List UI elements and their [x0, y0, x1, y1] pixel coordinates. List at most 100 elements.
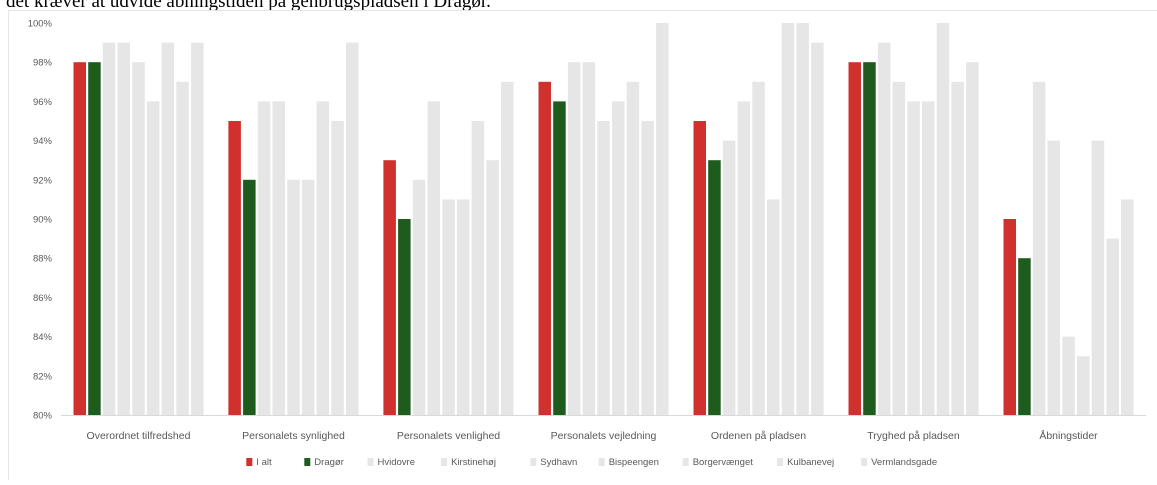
- legend-label: I alt: [256, 457, 272, 468]
- bar: [471, 121, 485, 415]
- y-tick-label: 96%: [33, 97, 53, 108]
- legend-label: Bispeengen: [609, 457, 659, 468]
- bar: [922, 101, 935, 416]
- legend-swatch: [530, 458, 537, 466]
- bar: [161, 42, 175, 415]
- y-tick-label: 80%: [33, 411, 53, 422]
- bar: [243, 179, 256, 415]
- bar: [501, 81, 514, 416]
- bar: [1032, 81, 1046, 416]
- bar: [612, 101, 625, 416]
- bar: [1047, 140, 1060, 415]
- bar: [228, 121, 241, 415]
- bar: [442, 199, 455, 415]
- bar: [272, 101, 285, 416]
- x-tick-label: Tryghed på pladsen: [867, 430, 960, 442]
- bar: [1121, 199, 1134, 415]
- y-tick-label: 92%: [33, 175, 53, 186]
- bar: [88, 62, 101, 415]
- bar: [936, 23, 950, 415]
- legend-swatch: [367, 458, 374, 466]
- bar: [132, 62, 145, 415]
- legend-swatch: [441, 458, 448, 466]
- legend-swatch: [777, 458, 784, 466]
- legend-label: Borgervænget: [693, 457, 754, 468]
- bar: [907, 101, 920, 416]
- bar: [383, 160, 396, 415]
- bar: [73, 62, 86, 415]
- legend-label: Kirstinehøj: [451, 457, 496, 468]
- y-tick-label: 88%: [33, 254, 53, 265]
- bar: [796, 23, 809, 415]
- y-tick-label: 90%: [33, 215, 53, 226]
- legend-label: Vermlandsgade: [871, 457, 937, 468]
- legend-swatch: [598, 458, 605, 466]
- y-tick-label: 86%: [33, 293, 53, 304]
- x-tick-label: Overordnet tilfredshed: [87, 430, 191, 442]
- bar: [781, 23, 795, 415]
- bar: [892, 81, 906, 416]
- bar: [1091, 140, 1105, 415]
- bar: [737, 101, 751, 416]
- bar: [456, 199, 470, 415]
- bar: [708, 160, 721, 415]
- bar: [1106, 238, 1119, 415]
- bar: [863, 62, 876, 415]
- bar: [427, 101, 440, 416]
- bar: [117, 42, 130, 415]
- bar: [1003, 219, 1016, 415]
- bar: [486, 160, 499, 415]
- legend-label: Hvidovre: [378, 457, 416, 468]
- bar: [752, 81, 765, 416]
- bar: [848, 62, 861, 415]
- bar: [966, 62, 979, 415]
- x-tick-label: Personalets synlighed: [242, 430, 345, 442]
- x-axis: Overordnet tilfredshed Personalets synlig…: [87, 429, 1099, 442]
- legend-swatch: [861, 458, 868, 466]
- bar: [877, 42, 891, 415]
- x-tick-label: Ordenen på pladsen: [711, 430, 806, 442]
- x-tick-label: Åbningstider: [1039, 429, 1098, 442]
- legend-swatch: [682, 458, 689, 466]
- y-tick-label: 84%: [33, 332, 53, 343]
- bar: [582, 62, 596, 415]
- bar: [1018, 258, 1031, 415]
- bar: [301, 179, 315, 415]
- bar: [641, 121, 654, 415]
- bar: [1077, 356, 1090, 415]
- bar: [331, 121, 344, 415]
- bars: [73, 23, 1134, 416]
- bar: [191, 42, 204, 415]
- header-text: det kræver at udvide åbningstiden på gen…: [6, 0, 491, 12]
- legend-label: Dragør: [314, 457, 344, 468]
- legend-swatch: [246, 458, 253, 466]
- bar: [176, 81, 189, 416]
- bar: [398, 219, 411, 415]
- bar: [567, 62, 581, 415]
- y-axis: 80% 82% 84% 86% 88% 90% 92% 94% 96% 98% 100%: [28, 19, 53, 422]
- bar: [146, 101, 160, 416]
- bar-chart: 80% 82% 84% 86% 88% 90% 92% 94% 96% 98% 100% Overo…: [28, 19, 1146, 468]
- y-tick-label: 94%: [33, 136, 53, 147]
- bar: [412, 179, 426, 415]
- bar: [257, 101, 271, 416]
- bar: [951, 81, 964, 416]
- x-tick-label: Personalets vejledning: [551, 430, 657, 442]
- legend-label: Sydhavn: [540, 457, 577, 468]
- bar: [693, 121, 706, 415]
- x-tick-label: Personalets venlighed: [397, 430, 500, 442]
- bar: [722, 140, 736, 415]
- chart-frame: 80% 82% 84% 86% 88% 90% 92% 94% 96% 98% 100% Overo…: [8, 10, 1157, 480]
- bar: [287, 179, 300, 415]
- bar: [767, 199, 780, 415]
- bar: [626, 81, 640, 416]
- bar: [346, 42, 359, 415]
- bar: [553, 101, 566, 416]
- bar: [538, 81, 551, 416]
- legend: I alt Dragør Hvidovre Kirstinehøj Sydhavn Bis…: [246, 457, 937, 468]
- bar: [102, 42, 116, 415]
- bar: [656, 23, 669, 415]
- bar: [811, 42, 824, 415]
- y-tick-label: 100%: [28, 19, 53, 30]
- bar: [1062, 336, 1075, 415]
